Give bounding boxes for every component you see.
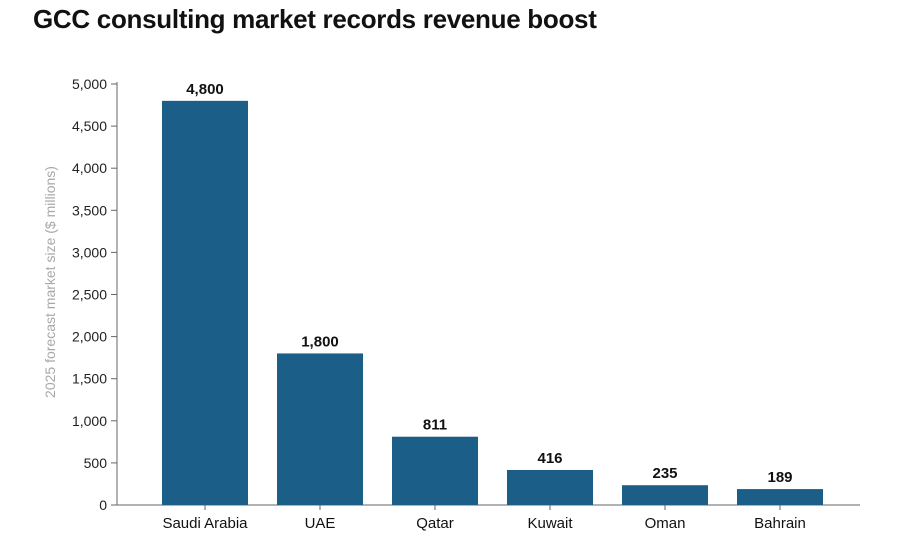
y-tick-label: 4,000 bbox=[72, 160, 107, 176]
y-tick-label: 500 bbox=[84, 455, 108, 471]
data-label: 416 bbox=[537, 450, 562, 467]
y-tick-label: 2,000 bbox=[72, 329, 107, 345]
y-tick-label: 4,500 bbox=[72, 118, 107, 134]
y-tick-label: 3,000 bbox=[72, 244, 107, 260]
data-label: 189 bbox=[767, 469, 792, 486]
y-tick-label: 5,000 bbox=[72, 76, 107, 92]
x-tick-label: Kuwait bbox=[527, 515, 573, 532]
y-tick-label: 1,000 bbox=[72, 413, 107, 429]
y-tick-label: 1,500 bbox=[72, 371, 107, 387]
bar-oman bbox=[622, 485, 708, 505]
y-tick-label: 0 bbox=[99, 497, 107, 513]
x-tick-label: Qatar bbox=[416, 515, 454, 532]
x-tick-label: Bahrain bbox=[754, 515, 806, 532]
bar-kuwait bbox=[507, 469, 593, 505]
data-labels: 4,800 1,800 811 416 235 189 bbox=[186, 81, 792, 486]
data-label: 811 bbox=[423, 417, 447, 434]
bar-qatar bbox=[392, 436, 478, 505]
x-tick-label: Oman bbox=[645, 515, 686, 532]
bar-saudi-arabia bbox=[162, 100, 248, 505]
bar-uae bbox=[277, 353, 363, 505]
y-tick-label: 3,500 bbox=[72, 202, 107, 218]
chart-title: GCC consulting market records revenue bo… bbox=[33, 4, 597, 34]
y-tick-label: 2,500 bbox=[72, 287, 107, 303]
data-label: 4,800 bbox=[186, 81, 224, 98]
data-label: 235 bbox=[652, 465, 677, 482]
x-axis bbox=[117, 504, 860, 510]
data-label: 1,800 bbox=[301, 333, 339, 350]
category-labels: Saudi Arabia UAE Qatar Kuwait Oman Bahrain bbox=[162, 515, 805, 532]
x-tick-label: Saudi Arabia bbox=[162, 515, 248, 532]
x-tick-label: UAE bbox=[305, 515, 336, 532]
y-axis: 0 500 1,000 1,500 2,000 2,500 3,000 3,500 4,000 4… bbox=[72, 76, 118, 513]
y-axis-title: 2025 forecast market size ($ millions) bbox=[42, 166, 58, 398]
bars bbox=[162, 100, 823, 505]
bar-bahrain bbox=[737, 489, 823, 505]
